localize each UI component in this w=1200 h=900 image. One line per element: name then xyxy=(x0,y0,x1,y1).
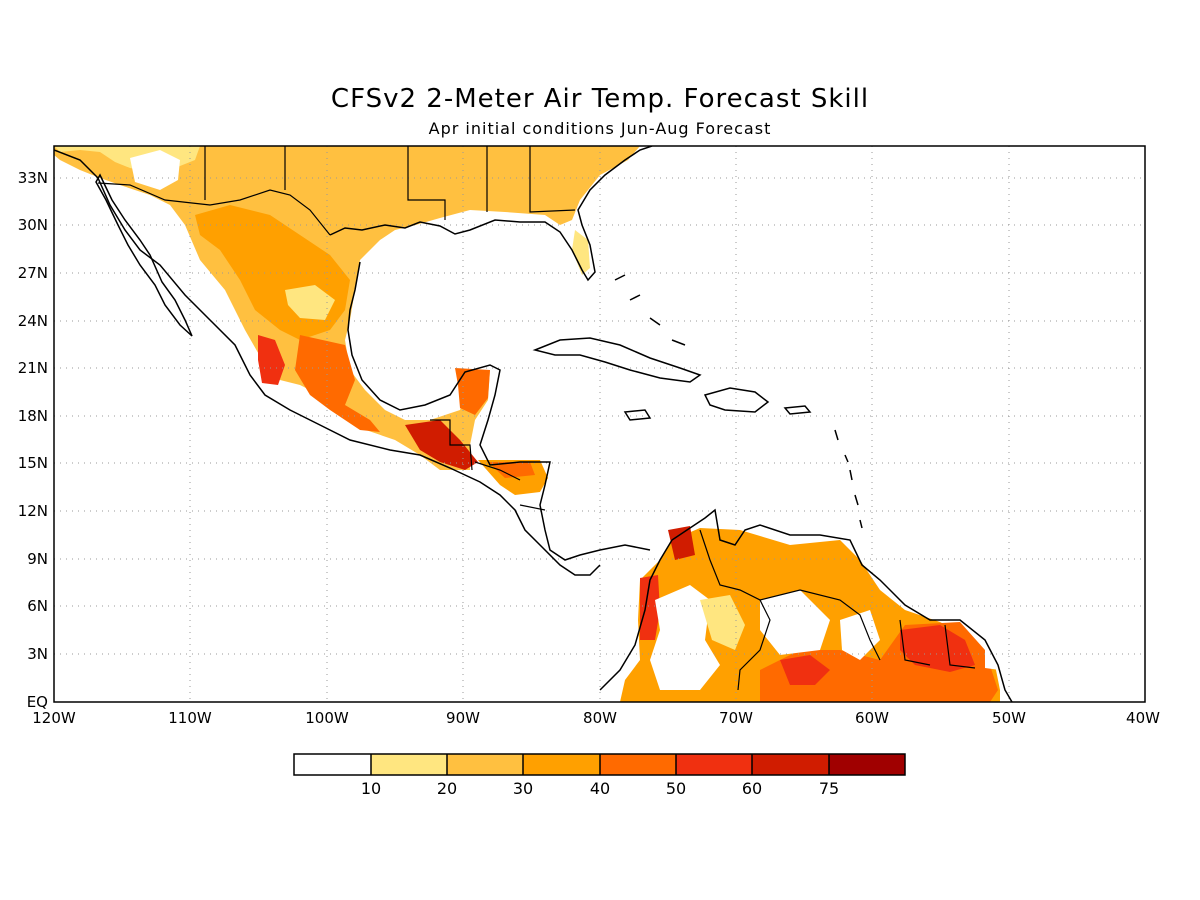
colorbar-swatch xyxy=(294,754,371,775)
coastlines xyxy=(54,146,1013,702)
border-us-mexico xyxy=(97,182,331,236)
colorbar-label: 40 xyxy=(590,779,610,798)
skill-shading xyxy=(54,146,1000,702)
lon-label: 100W xyxy=(305,709,349,727)
skill-area-guatemala xyxy=(405,420,478,470)
coast-mexico-gulf xyxy=(347,261,651,561)
colorbar-label: 10 xyxy=(361,779,381,798)
longitude-labels: 120W 110W 100W 90W 80W 70W 60W 50W 40W xyxy=(32,709,1160,727)
skill-area-sa-white-mid xyxy=(760,590,830,655)
lat-label: 24N xyxy=(18,312,48,330)
skill-area-honduras-red xyxy=(488,462,535,478)
lat-label: 27N xyxy=(18,264,48,282)
coast-antilles xyxy=(834,429,863,529)
colorbar-label: 60 xyxy=(742,779,762,798)
colorbar-swatch xyxy=(447,754,523,775)
country-borders xyxy=(97,146,976,691)
skill-area-florida xyxy=(572,230,590,275)
colorbar-swatch xyxy=(523,754,600,775)
coast-jamaica xyxy=(623,409,652,421)
lat-label: 15N xyxy=(18,454,48,472)
lon-label: 40W xyxy=(1126,709,1160,727)
colorbar-label: 50 xyxy=(666,779,686,798)
lon-label: 80W xyxy=(583,709,617,727)
lon-label: 50W xyxy=(992,709,1026,727)
colorbar-swatch xyxy=(371,754,447,775)
lat-label: 21N xyxy=(18,359,48,377)
skill-area-north-band xyxy=(54,146,640,470)
skill-area-sa-red-west xyxy=(640,575,660,640)
lon-label: 70W xyxy=(719,709,753,727)
lat-label: 6N xyxy=(27,597,48,615)
coast-baja xyxy=(95,173,193,337)
coast-puerto-rico xyxy=(783,405,812,415)
skill-area-sa-red-east xyxy=(900,625,975,672)
colorbar-label: 30 xyxy=(513,779,533,798)
coast-hispaniola xyxy=(703,387,770,413)
colorbar-label: 75 xyxy=(819,779,839,798)
border-central-america xyxy=(430,419,546,511)
map-title: CFSv2 2-Meter Air Temp. Forecast Skill xyxy=(330,84,870,114)
skill-area-sa-light xyxy=(700,595,745,650)
map-frame xyxy=(53,145,1146,703)
lat-label: 30N xyxy=(18,216,48,234)
lat-label: 3N xyxy=(27,645,48,663)
coast-south-america xyxy=(599,508,1013,702)
skill-area-mexico-orange xyxy=(295,335,380,432)
coast-pacific xyxy=(54,149,601,576)
skill-area-yucatan xyxy=(455,368,490,415)
lat-label: 12N xyxy=(18,502,48,520)
coast-bahamas xyxy=(614,274,686,346)
skill-area-sa-white-east xyxy=(840,610,880,660)
lat-label: 33N xyxy=(18,169,48,187)
skill-area-sa-white-west xyxy=(650,585,720,690)
lat-label: 18N xyxy=(18,407,48,425)
skill-area-texas-white xyxy=(130,150,180,190)
border-south-america xyxy=(699,529,976,691)
lat-label: 9N xyxy=(27,550,48,568)
colorbar-swatch xyxy=(752,754,829,775)
skill-area-mexico-red xyxy=(258,335,285,385)
coast-cuba xyxy=(532,337,702,383)
skill-area-mexico-light xyxy=(285,285,335,320)
colorbar-swatch xyxy=(829,754,905,775)
lat-label: EQ xyxy=(27,693,48,711)
colorbar-label: 20 xyxy=(437,779,457,798)
colorbar: 10 20 30 40 50 60 75 xyxy=(293,753,906,798)
border-us-states xyxy=(204,146,576,220)
lon-label: 60W xyxy=(855,709,889,727)
map-subtitle: Apr initial conditions Jun-Aug Forecast xyxy=(428,119,772,138)
colorbar-swatch xyxy=(676,754,752,775)
skill-area-sa-red-mid xyxy=(780,655,830,685)
lon-label: 120W xyxy=(32,709,76,727)
latitude-labels: 33N 30N 27N 24N 21N 18N 15N 12N 9N 6N 3N… xyxy=(18,169,48,711)
lon-label: 110W xyxy=(168,709,212,727)
skill-area-sa-red-north xyxy=(668,526,695,560)
lon-label: 90W xyxy=(446,709,480,727)
colorbar-swatch xyxy=(600,754,676,775)
coast-us-gulf xyxy=(329,146,653,282)
